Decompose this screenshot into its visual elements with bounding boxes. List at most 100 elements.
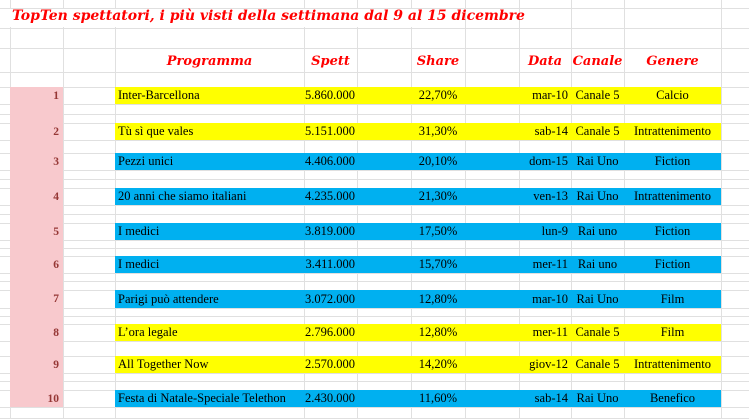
canale-cell[interactable]: Canale 5: [575, 325, 620, 339]
grid-line: [63, 0, 64, 418]
programma-cell[interactable]: Tù sì que vales: [118, 124, 194, 138]
data-cell[interactable]: mar-10: [532, 291, 568, 306]
data-cell[interactable]: dom-15: [529, 154, 568, 168]
data-cell[interactable]: sab-14: [534, 124, 568, 138]
canale-cell[interactable]: Canale 5: [575, 124, 620, 138]
grid-line: [0, 170, 749, 171]
table-row: 10 Festa di Natale-Speciale Telethon 2.4…: [0, 390, 749, 407]
spett-cell[interactable]: 2.796.000: [305, 325, 355, 339]
table-row: 2 Tù sì que vales 5.151.000 31,30% sab-1…: [0, 123, 749, 140]
share-cell[interactable]: 31,30%: [418, 124, 458, 138]
canale-cell[interactable]: Rai Uno: [576, 291, 619, 306]
grid-line: [0, 104, 749, 105]
programma-cell[interactable]: Pezzi unici: [118, 154, 174, 168]
row-number-cell[interactable]: 5: [53, 225, 59, 238]
data-cell[interactable]: giov-12: [529, 357, 568, 371]
share-cell[interactable]: 17,50%: [418, 224, 458, 238]
data-cell[interactable]: mar-10: [532, 88, 568, 102]
programma-cell[interactable]: Festa di Natale-Speciale Telethon: [118, 391, 286, 405]
table-row: 4 20 anni che siamo italiani 4.235.000 2…: [0, 188, 749, 205]
spett-cell[interactable]: 4.235.000: [305, 189, 355, 203]
programma-cell[interactable]: Parigi può attendere: [118, 291, 219, 306]
row-number-cell[interactable]: 2: [53, 125, 59, 138]
row-highlight: [115, 123, 721, 140]
row-highlight: [115, 188, 721, 205]
data-cell[interactable]: ven-13: [533, 189, 568, 203]
column-header-programma[interactable]: Programma: [166, 54, 253, 69]
row-number-cell[interactable]: 9: [53, 358, 59, 371]
column-header-genere[interactable]: Genere: [646, 54, 699, 69]
grid-line: [519, 0, 520, 418]
share-cell[interactable]: 20,10%: [418, 154, 458, 168]
row-number-cell[interactable]: 7: [53, 293, 59, 305]
title-cell-background: [0, 9, 462, 27]
grid-line: [304, 0, 305, 418]
share-cell[interactable]: 14,20%: [418, 357, 458, 371]
share-cell[interactable]: 12,80%: [418, 325, 458, 339]
data-cell[interactable]: mer-11: [532, 325, 568, 339]
row-number-cell[interactable]: 4: [53, 190, 59, 203]
canale-cell[interactable]: Rai Uno: [576, 391, 619, 405]
data-cell[interactable]: lun-9: [541, 224, 568, 238]
row-highlight: [115, 256, 721, 273]
column-header-spett[interactable]: Spett: [311, 54, 350, 69]
row-number-cell[interactable]: 3: [53, 155, 59, 168]
grid-line: [0, 8, 749, 9]
row-number-cell[interactable]: 6: [53, 258, 59, 271]
programma-cell[interactable]: Inter-Barcellona: [118, 88, 200, 102]
row-number-cell[interactable]: 10: [47, 392, 60, 405]
genere-cell[interactable]: Film: [660, 291, 685, 306]
row-number-cell[interactable]: 1: [53, 89, 59, 102]
grid-line: [0, 407, 749, 408]
spett-cell[interactable]: 4.406.000: [305, 154, 355, 168]
programma-cell[interactable]: 20 anni che siamo italiani: [118, 189, 247, 203]
row-number-cell[interactable]: 8: [53, 326, 59, 339]
row-highlight: [115, 223, 721, 240]
grid-line: [571, 0, 572, 418]
grid-line: [0, 373, 749, 374]
canale-cell[interactable]: Rai Uno: [576, 189, 619, 203]
genere-cell[interactable]: Fiction: [654, 257, 691, 271]
genere-cell[interactable]: Fiction: [654, 224, 691, 238]
grid-line: [411, 0, 412, 418]
canale-cell[interactable]: Rai uno: [577, 257, 618, 271]
genere-cell[interactable]: Film: [660, 325, 685, 339]
canale-cell[interactable]: Rai uno: [577, 224, 618, 238]
table-row: 7 Parigi può attendere 3.072.000 12,80% …: [0, 290, 749, 308]
share-cell[interactable]: 22,70%: [418, 88, 458, 102]
spett-cell[interactable]: 3.411.000: [305, 257, 355, 271]
programma-cell[interactable]: I medici: [118, 224, 160, 238]
spett-cell[interactable]: 3.819.000: [305, 224, 355, 238]
spett-cell[interactable]: 3.072.000: [305, 291, 355, 306]
grid-line: [0, 248, 749, 249]
genere-cell[interactable]: Calcio: [656, 88, 689, 102]
column-header-canale[interactable]: Canale: [572, 54, 623, 69]
canale-cell[interactable]: Rai Uno: [576, 154, 619, 168]
table-row: 3 Pezzi unici 4.406.000 20,10% dom-15 Ra…: [0, 153, 749, 170]
programma-cell[interactable]: L’ora legale: [118, 325, 178, 339]
genere-cell[interactable]: Intrattenimento: [633, 357, 712, 371]
sheet-title[interactable]: TopTen spettatori, i più visti della set…: [12, 8, 525, 24]
column-header-share[interactable]: Share: [416, 54, 460, 69]
data-cell[interactable]: sab-14: [534, 391, 568, 405]
spett-cell[interactable]: 5.151.000: [305, 124, 355, 138]
spett-cell[interactable]: 5.860.000: [305, 88, 355, 102]
data-cell[interactable]: mer-11: [532, 257, 568, 271]
share-cell[interactable]: 11,60%: [418, 391, 458, 405]
table-row: 5 I medici 3.819.000 17,50% lun-9 Rai un…: [0, 223, 749, 240]
genere-cell[interactable]: Fiction: [654, 154, 691, 168]
genere-cell[interactable]: Intrattenimento: [633, 189, 712, 203]
grid-line: [0, 418, 749, 419]
genere-cell[interactable]: Intrattenimento: [633, 124, 712, 138]
share-cell[interactable]: 21,30%: [418, 189, 458, 203]
spett-cell[interactable]: 2.570.000: [305, 357, 355, 371]
programma-cell[interactable]: I medici: [118, 257, 160, 271]
canale-cell[interactable]: Canale 5: [575, 88, 620, 102]
canale-cell[interactable]: Canale 5: [575, 357, 620, 371]
genere-cell[interactable]: Benefico: [649, 391, 696, 405]
spett-cell[interactable]: 2.430.000: [305, 391, 355, 405]
programma-cell[interactable]: All Together Now: [118, 357, 209, 371]
share-cell[interactable]: 12,80%: [418, 291, 458, 306]
column-header-data[interactable]: Data: [527, 54, 563, 69]
share-cell[interactable]: 15,70%: [418, 257, 458, 271]
